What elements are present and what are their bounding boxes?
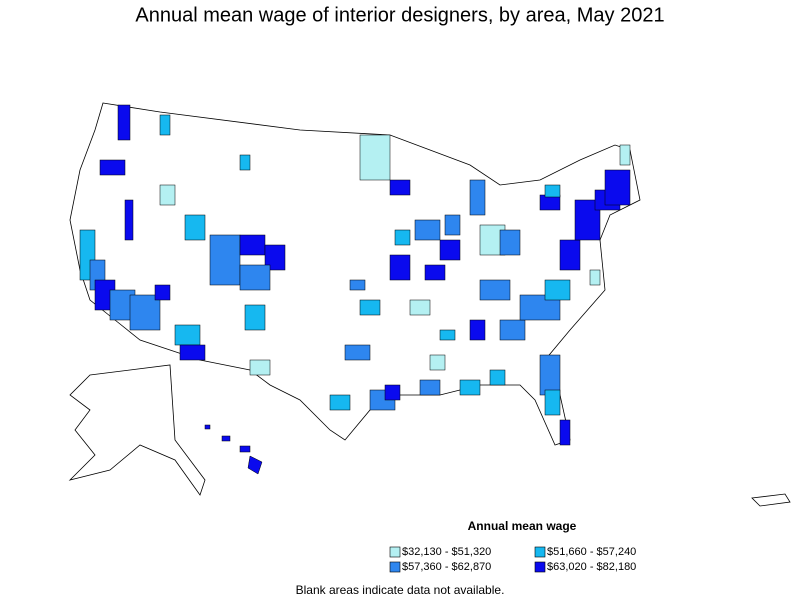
metro-area [389,179,411,196]
metro-area [429,354,446,371]
metro-area [249,359,271,376]
metro-area [414,219,441,241]
metro-area [499,319,526,341]
metro-area [117,104,131,141]
legend: $32,130 - $51,320 $51,660 - $57,240 $57,36… [389,546,636,573]
legend-label: $51,660 - $57,240 [547,546,636,558]
metro-area [444,214,461,236]
metro-area [559,239,581,271]
footnote: Blank areas indicate data not available. [296,583,505,597]
metro-area [589,269,601,286]
metro-area [559,419,571,446]
hawaii-island [221,435,231,442]
metro-area [539,354,561,396]
metro-area [239,264,271,291]
hawaii [204,424,263,475]
metro-area [159,114,171,136]
legend-swatch [389,546,401,558]
metro-area [239,234,266,256]
hawaii-island [204,424,211,430]
legend-swatch [389,561,401,573]
map-title: Annual mean wage of interior designers, … [135,4,664,26]
alaska [68,364,206,496]
metro-area [359,299,381,316]
metro-area [174,324,201,346]
metro-area [619,144,631,166]
metro-area [544,279,571,301]
legend-label: $32,130 - $51,320 [402,546,491,558]
metro-area [479,279,511,301]
metro-area [124,199,134,241]
metro-area [419,379,441,396]
metro-area [424,264,446,281]
metro-area [499,229,521,256]
hawaii-island [247,455,263,475]
legend-swatch [534,546,546,558]
metro-area [409,299,431,316]
metro-area [99,159,126,176]
legend-swatch [534,561,546,573]
metro-area [389,254,411,281]
metro-area [604,169,631,206]
metro-area [439,239,461,261]
metro-area [359,134,391,181]
metro-area [344,344,371,361]
legend-label: $63,020 - $82,180 [547,561,636,573]
metro-areas [79,104,631,446]
metro-area [489,369,506,386]
metro-area [384,384,401,401]
metro-area [544,184,561,198]
contiguous-us [69,102,641,446]
metro-area [264,244,286,271]
metro-area [239,154,251,171]
metro-area [394,229,411,246]
metro-area [129,294,161,331]
metro-area [469,179,486,216]
puerto-rico [751,493,791,507]
metro-area [459,379,481,396]
hawaii-island [239,445,251,453]
metro-area [329,394,351,411]
metro-area [209,234,241,286]
metro-area [184,214,206,241]
metro-area [159,184,176,206]
legend-label: $57,360 - $62,870 [402,561,491,573]
metro-area [154,284,171,301]
metro-area [544,389,561,416]
legend-title: Annual mean wage [468,519,577,533]
metro-area [469,319,486,341]
metro-area [439,329,456,341]
metro-area [349,279,366,291]
metro-area [244,304,266,331]
metro-area [179,344,206,361]
